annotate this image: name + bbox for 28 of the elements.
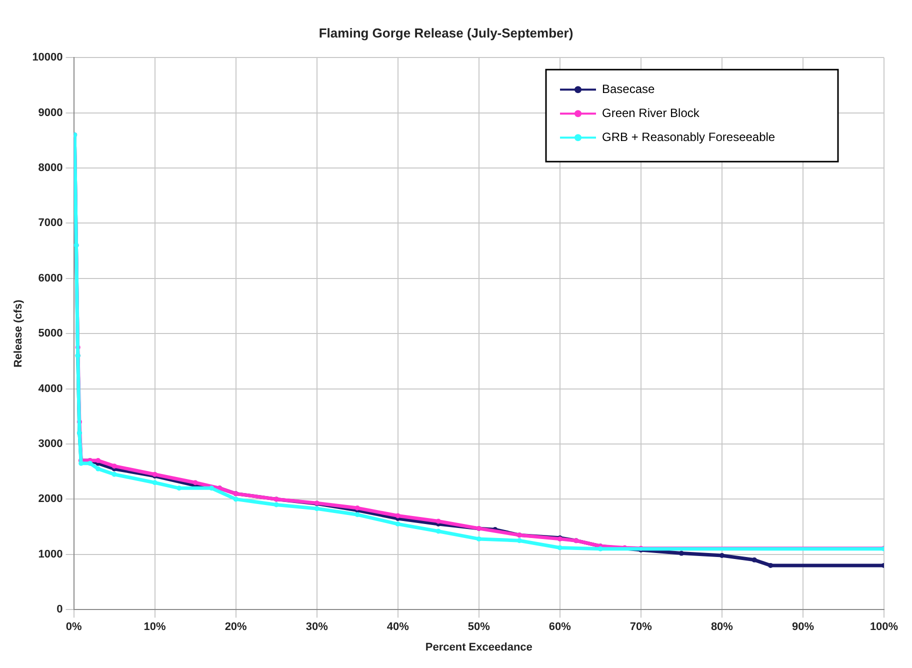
- y-tick-label: 6000: [38, 272, 63, 284]
- x-tick-label: 10%: [144, 621, 166, 634]
- x-tick-label: 30%: [306, 621, 328, 634]
- x-tick-label: 40%: [386, 621, 410, 634]
- x-axis-title: Percent Exceedance: [425, 641, 532, 654]
- x-tick-label: 100%: [870, 621, 898, 634]
- x-tick-label: 70%: [630, 621, 652, 634]
- y-tick-label: 7000: [38, 217, 63, 230]
- y-tick-label: 1000: [38, 548, 63, 560]
- y-tick-label: 8000: [38, 162, 63, 174]
- y-tick-label: 0: [56, 604, 63, 616]
- y-tick-label: 3000: [38, 438, 63, 450]
- y-tick-label: 9000: [38, 106, 63, 119]
- y-tick-label: 5000: [38, 328, 63, 340]
- legend-label: Basecase: [602, 82, 656, 96]
- legend-label: Green River Block: [602, 106, 700, 120]
- x-tick-label: 60%: [548, 621, 572, 634]
- x-tick-label: 20%: [224, 621, 248, 634]
- y-tick-label: 4000: [38, 382, 63, 395]
- chart-title: Flaming Gorge Release (July-September): [318, 25, 574, 40]
- x-tick-label: 50%: [468, 621, 490, 634]
- legend-label: GRB + Reasonably Foreseeable: [602, 130, 776, 144]
- x-tick-label: 80%: [710, 621, 734, 634]
- y-tick-label: 2000: [38, 493, 63, 506]
- x-tick-label: 90%: [792, 621, 814, 634]
- x-tick-label: 0%: [66, 621, 82, 634]
- y-tick-label: 10000: [32, 52, 63, 64]
- y-axis-title: Release (cfs): [12, 299, 25, 368]
